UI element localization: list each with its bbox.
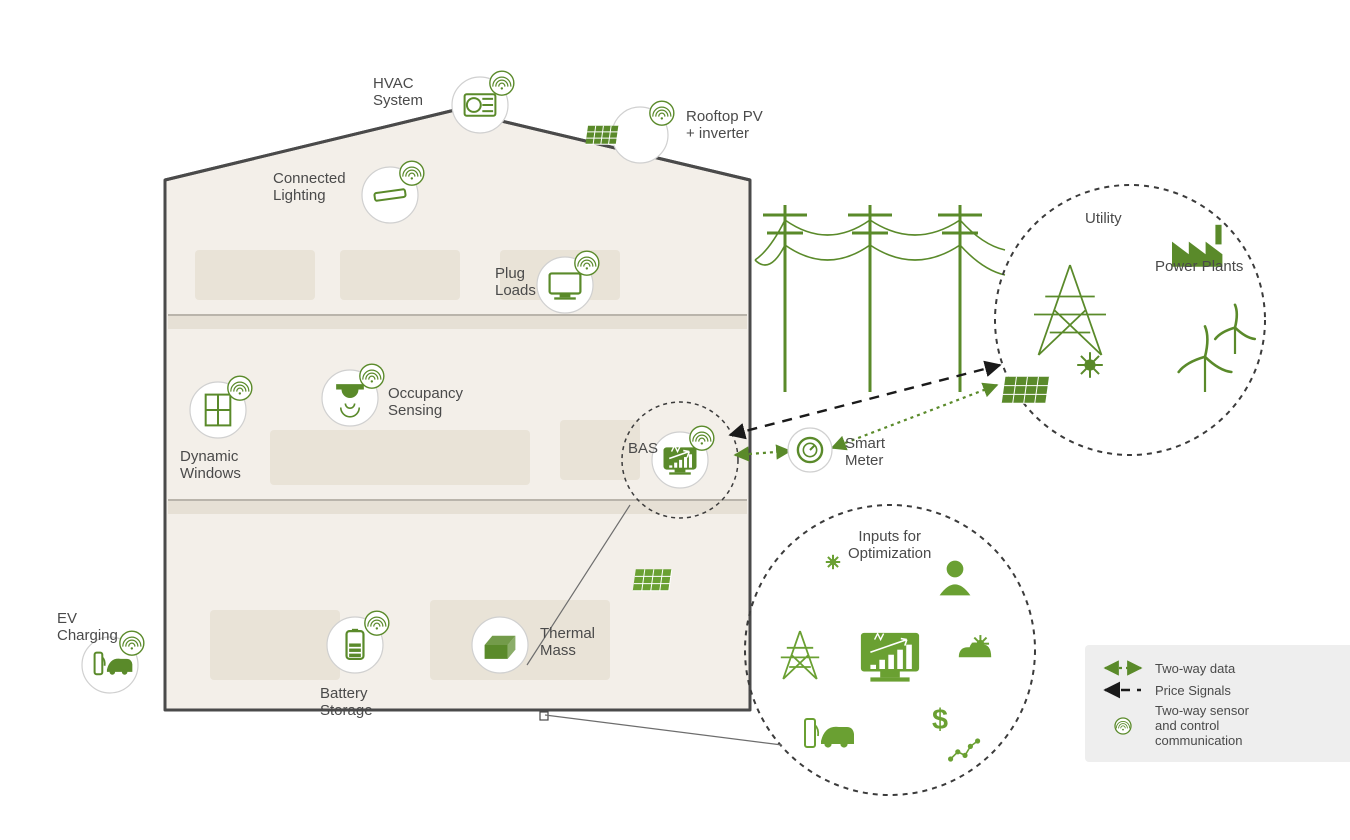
- node-label-pv: Rooftop PV+ inverter: [686, 108, 763, 143]
- node-label-plug: PlugLoads: [495, 265, 536, 300]
- node-label-thermal: ThermalMass: [540, 625, 595, 660]
- svg-text:$: $: [932, 704, 948, 736]
- node-label-bas: BAS: [628, 440, 658, 457]
- inputs-title: Inputs forOptimization: [848, 528, 931, 563]
- node-label-occupancy: OccupancySensing: [388, 385, 463, 420]
- legend-label: Two-way data: [1155, 661, 1235, 676]
- legend-swatch-two_way_data: [1099, 659, 1147, 677]
- diagram-stage: $ HVACSystem Rooftop PV+ inverter Connecte…: [0, 0, 1350, 840]
- legend-swatch-wifi: [1099, 717, 1147, 735]
- connection-price_signals: [730, 365, 1000, 435]
- node-label-window: DynamicWindows: [180, 448, 241, 483]
- power-plants-label: Power Plants: [1155, 258, 1243, 275]
- node-label-hvac: HVACSystem: [373, 75, 423, 110]
- node-label-battery: BatteryStorage: [320, 685, 373, 720]
- connection-thin: [545, 715, 782, 745]
- legend-row-two_way_data: Two-way data: [1099, 659, 1350, 677]
- legend: Two-way data Price Signals Two-way sensora…: [1085, 645, 1350, 762]
- node-label-smartmeter: SmartMeter: [845, 435, 885, 470]
- legend-row-price_signals: Price Signals: [1099, 681, 1350, 699]
- legend-swatch-price_signals: [1099, 681, 1147, 699]
- node-smartmeter: [788, 428, 832, 472]
- dashed-circle-grid: [995, 185, 1265, 455]
- node-label-lighting: ConnectedLighting: [273, 170, 346, 205]
- legend-row-wifi: Two-way sensorand controlcommunication: [1099, 703, 1350, 748]
- utility-label: Utility: [1085, 210, 1122, 227]
- node-label-ev: EVCharging: [57, 610, 118, 645]
- power-lines: [755, 205, 1005, 392]
- legend-label: Two-way sensorand controlcommunication: [1155, 703, 1249, 748]
- node-thermal: [472, 617, 528, 673]
- legend-label: Price Signals: [1155, 683, 1231, 698]
